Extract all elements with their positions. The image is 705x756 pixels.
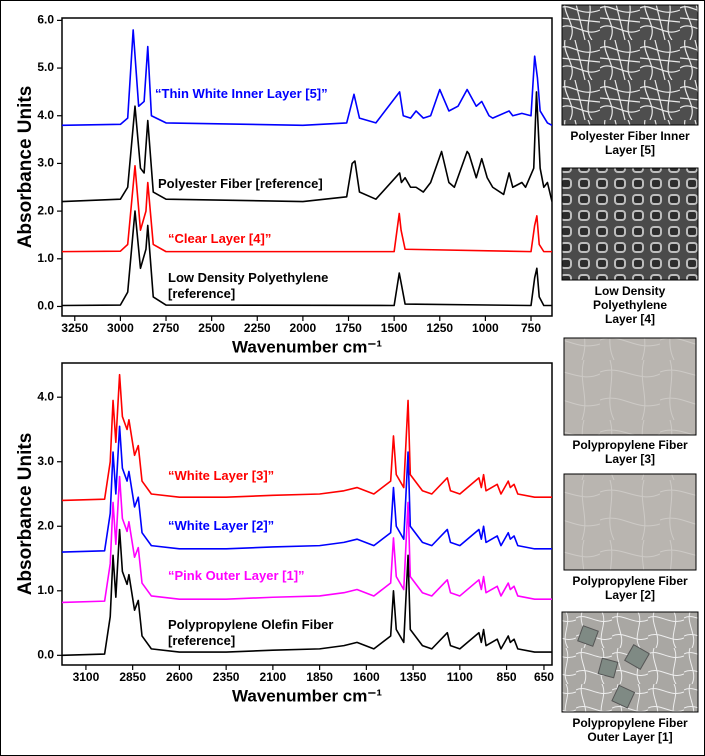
x-tick-label: 1850	[306, 670, 333, 684]
x-tick-label: 2750	[153, 321, 180, 335]
photo-caption: Polypropylene Fiber Layer [3]	[572, 438, 688, 466]
x-tick-label: 1350	[400, 670, 427, 684]
photo-caption: Low Density Polyethylene Layer [4]	[592, 284, 668, 326]
spectrum-line	[62, 210, 552, 307]
x-tick-label: 2250	[244, 321, 271, 335]
spectrum-line	[62, 373, 552, 502]
x-tick-label: 3100	[73, 670, 100, 684]
x-tick-label: 750	[521, 321, 541, 335]
photo	[563, 473, 697, 571]
x-tick-label: 3000	[107, 321, 134, 335]
y-tick-label: 5.0	[37, 60, 54, 74]
series-label: Polyester Fiber [reference]	[158, 176, 323, 191]
x-tick-label: 1250	[426, 321, 453, 335]
x-tick-label: 2850	[119, 670, 146, 684]
plot-lines	[62, 29, 552, 307]
x-tick-label: 2100	[260, 670, 287, 684]
y-tick-label: 6.0	[37, 13, 54, 27]
x-tick-label: 2350	[213, 670, 240, 684]
y-tick-label: 1.0	[37, 583, 54, 597]
y-axis-title: Absorbance Units	[15, 433, 36, 596]
photo-caption: Polyester Fiber Inner Layer [5]	[570, 129, 690, 157]
spectrum-line	[62, 165, 552, 253]
x-tick-label: 3250	[61, 321, 88, 335]
y-tick-label: 4.0	[37, 108, 54, 122]
series-label: “Thin White Inner Layer [5]”	[155, 86, 328, 101]
x-tick-label: 2600	[166, 670, 193, 684]
x-tick-label: 1750	[335, 321, 362, 335]
y-tick-label: 3.0	[37, 454, 54, 468]
series-label: “Pink Outer Layer [1]”	[168, 568, 305, 583]
y-tick-label: 2.0	[37, 518, 54, 532]
x-tick-label: 1600	[353, 670, 380, 684]
photo	[563, 337, 697, 436]
y-tick-label: 4.0	[37, 389, 54, 403]
spectrum-line	[62, 475, 552, 604]
x-tick-label: 850	[497, 670, 517, 684]
series-label: “White Layer [2]”	[168, 518, 275, 533]
series-label: Low Density Polyethylene [reference]	[168, 270, 329, 301]
x-tick-label: 1100	[447, 670, 473, 684]
photo-caption: Polypropylene Fiber Layer [2]	[572, 574, 688, 602]
spectrum-line	[62, 91, 552, 203]
x-tick-label: 1500	[381, 321, 408, 335]
y-axis-title: Absorbance Units	[15, 86, 36, 249]
series-label: “White Layer [3]”	[168, 468, 275, 483]
y-tick-label: 2.0	[37, 203, 54, 217]
x-axis-title: Wavenumber cm⁻¹	[232, 337, 382, 356]
x-tick-label: 2000	[290, 321, 317, 335]
photo	[561, 167, 699, 281]
x-tick-label: 650	[534, 670, 554, 684]
photo-caption: Polypropylene Fiber Outer Layer [1]	[572, 716, 688, 744]
y-tick-label: 0.0	[37, 299, 54, 313]
spectrum-line	[62, 29, 552, 127]
y-tick-label: 0.0	[37, 647, 54, 661]
series-label: Polypropylene Olefin Fiber [reference]	[168, 617, 334, 648]
plot-lines	[62, 373, 552, 657]
x-tick-label: 1000	[472, 321, 499, 335]
photo-squares	[577, 625, 650, 709]
plot-frame	[61, 17, 553, 317]
photo	[561, 4, 699, 126]
y-tick-label: 1.0	[37, 251, 54, 265]
spectrum-line	[62, 425, 552, 553]
x-tick-label: 2500	[198, 321, 225, 335]
series-label: “Clear Layer [4]”	[168, 231, 272, 246]
y-tick-label: 3.0	[37, 156, 54, 170]
plot-frame	[61, 362, 553, 666]
spectrum-line	[62, 528, 552, 657]
x-axis-title: Wavenumber cm⁻¹	[232, 686, 382, 705]
